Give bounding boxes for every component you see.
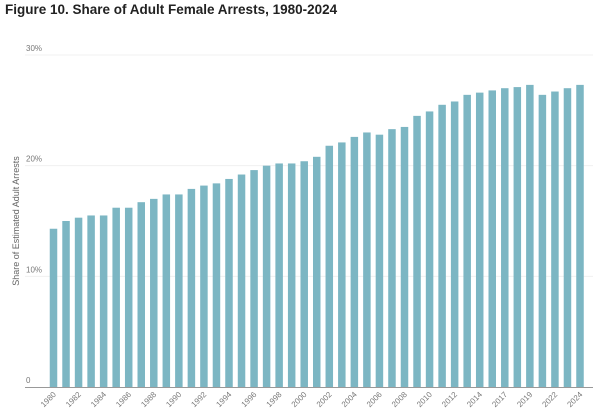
bar-2010 xyxy=(425,111,434,387)
bar-2017 xyxy=(501,88,509,387)
bar-2016 xyxy=(488,90,496,387)
bar-2009 xyxy=(413,115,421,387)
y-tick-label: 0 xyxy=(26,376,31,385)
x-tick-label: 1984 xyxy=(89,390,108,409)
bar-2018 xyxy=(513,87,522,388)
bar-1981 xyxy=(62,221,70,387)
x-tick-label: 1980 xyxy=(39,390,58,409)
bar-2003 xyxy=(338,142,346,387)
bar-2000 xyxy=(300,161,308,387)
bar-1999 xyxy=(287,163,296,387)
bar-1989 xyxy=(162,194,171,387)
bar-1996 xyxy=(250,170,258,387)
x-tick-label: 2006 xyxy=(365,390,384,409)
bar-1998 xyxy=(275,163,283,387)
bar-1993 xyxy=(212,183,221,387)
x-tick-label: 2010 xyxy=(415,390,434,409)
x-tick-label: 2002 xyxy=(315,390,334,409)
y-tick-label: 20% xyxy=(26,155,42,164)
bar-2005 xyxy=(363,132,371,387)
bar-1980 xyxy=(49,228,58,387)
x-tick-label: 1982 xyxy=(64,390,83,409)
x-tick-label: 1986 xyxy=(114,390,133,409)
bar-1992 xyxy=(200,185,208,387)
bar-1984 xyxy=(99,215,108,387)
bar-2004 xyxy=(350,136,359,387)
bar-2007 xyxy=(388,129,396,387)
x-tick-label: 2000 xyxy=(290,390,309,409)
x-tick-label: 1988 xyxy=(139,390,158,409)
y-tick-label: 30% xyxy=(26,44,42,53)
bar-1991 xyxy=(187,188,196,387)
bar-2006 xyxy=(375,134,384,387)
bar-1997 xyxy=(262,165,271,387)
x-tick-label: 2014 xyxy=(465,390,484,409)
bar-2013 xyxy=(463,94,471,387)
bar-2008 xyxy=(400,126,409,387)
x-tick-label: 1996 xyxy=(240,390,259,409)
bar-2024 xyxy=(576,84,584,387)
bar-2022 xyxy=(551,91,559,388)
x-tick-label: 2017 xyxy=(490,390,509,409)
bar-1987 xyxy=(137,202,145,387)
chart-title: Figure 10. Share of Adult Female Arrests… xyxy=(5,2,338,17)
bar-1985 xyxy=(112,207,120,387)
bar-1982 xyxy=(74,217,83,387)
x-tick-label: 1998 xyxy=(265,390,284,409)
bar-2020 xyxy=(538,94,547,387)
bar-1994 xyxy=(225,178,233,387)
bar-2011 xyxy=(438,104,446,388)
bar-2012 xyxy=(450,101,459,387)
x-tick-label: 1992 xyxy=(189,390,208,409)
x-tick-label: 1994 xyxy=(214,390,233,409)
x-tick-label: 1990 xyxy=(164,390,183,409)
x-tick-label: 2004 xyxy=(340,390,359,409)
x-tick-label: 2012 xyxy=(440,390,459,409)
x-tick-label: 2024 xyxy=(565,390,584,409)
x-tick-label: 2008 xyxy=(390,390,409,409)
x-tick-label: 2019 xyxy=(515,390,534,409)
bar-2014 xyxy=(475,92,484,388)
bar-1988 xyxy=(150,198,158,387)
bar-1995 xyxy=(237,174,246,387)
y-axis-label: Share of Estimated Adult Arrests xyxy=(11,156,21,286)
bar-1990 xyxy=(175,194,183,387)
bar-1983 xyxy=(87,215,95,387)
x-tick-label: 2022 xyxy=(540,390,559,409)
bar-1986 xyxy=(124,207,133,387)
bar-2002 xyxy=(325,145,334,387)
y-tick-label: 10% xyxy=(26,265,42,274)
bar-2023 xyxy=(563,88,572,387)
bar-2001 xyxy=(313,156,321,387)
bar-2019 xyxy=(526,84,534,387)
